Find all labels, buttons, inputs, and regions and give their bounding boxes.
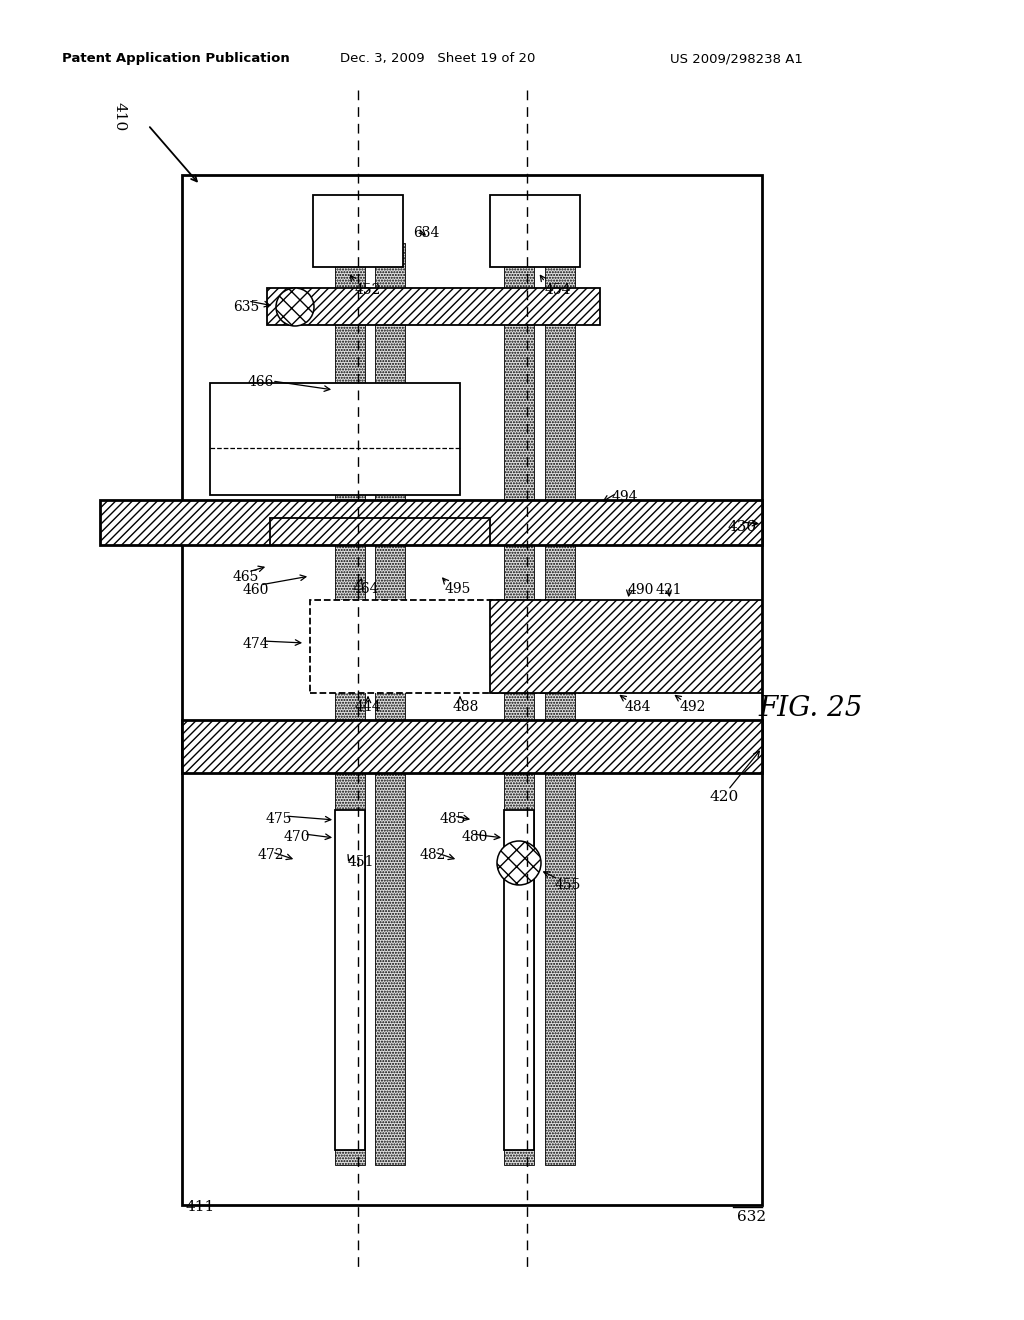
Text: 475: 475 xyxy=(266,812,293,826)
Text: 494: 494 xyxy=(612,490,639,504)
Text: 632: 632 xyxy=(737,1210,766,1224)
Bar xyxy=(375,243,406,1166)
Bar xyxy=(545,243,575,1166)
Bar xyxy=(335,810,365,1150)
Text: 484: 484 xyxy=(625,700,651,714)
Bar xyxy=(335,243,365,1166)
Text: 455: 455 xyxy=(555,878,582,892)
Text: 460: 460 xyxy=(243,583,269,597)
Text: 482: 482 xyxy=(420,847,446,862)
Text: 421: 421 xyxy=(656,583,683,597)
Text: 472: 472 xyxy=(258,847,285,862)
Text: 420: 420 xyxy=(710,789,739,804)
Bar xyxy=(310,601,580,693)
Text: 485: 485 xyxy=(440,812,466,826)
Text: 635: 635 xyxy=(233,300,259,314)
Text: 411: 411 xyxy=(185,1200,214,1214)
Bar xyxy=(490,601,762,693)
Bar xyxy=(490,195,580,267)
Text: Patent Application Publication: Patent Application Publication xyxy=(62,51,290,65)
Text: 634: 634 xyxy=(413,226,439,240)
Text: 492: 492 xyxy=(680,700,707,714)
Bar xyxy=(210,383,460,495)
Text: 495: 495 xyxy=(445,582,471,597)
Text: 474: 474 xyxy=(243,638,269,651)
Text: 451: 451 xyxy=(348,855,375,869)
Text: 466: 466 xyxy=(248,375,274,389)
Bar xyxy=(100,500,762,545)
Bar xyxy=(504,810,534,1150)
Text: US 2009/298238 A1: US 2009/298238 A1 xyxy=(670,51,803,65)
Text: 444: 444 xyxy=(355,700,382,714)
Text: 430: 430 xyxy=(728,520,757,535)
Text: 454: 454 xyxy=(545,282,571,297)
Text: 480: 480 xyxy=(462,830,488,843)
Bar xyxy=(504,243,534,1166)
Text: Dec. 3, 2009   Sheet 19 of 20: Dec. 3, 2009 Sheet 19 of 20 xyxy=(340,51,536,65)
Text: FIG. 25: FIG. 25 xyxy=(758,696,862,722)
Bar xyxy=(267,288,600,325)
Text: 464: 464 xyxy=(353,582,380,597)
Circle shape xyxy=(497,841,541,884)
Bar xyxy=(270,517,490,545)
Bar xyxy=(182,176,762,1205)
Text: 488: 488 xyxy=(453,700,479,714)
Text: 452: 452 xyxy=(355,282,381,297)
Text: 490: 490 xyxy=(628,583,654,597)
Text: 410: 410 xyxy=(113,102,127,131)
Circle shape xyxy=(276,288,314,326)
Bar xyxy=(313,195,403,267)
Text: 465: 465 xyxy=(233,570,259,583)
Bar xyxy=(182,719,762,774)
Text: 470: 470 xyxy=(284,830,310,843)
